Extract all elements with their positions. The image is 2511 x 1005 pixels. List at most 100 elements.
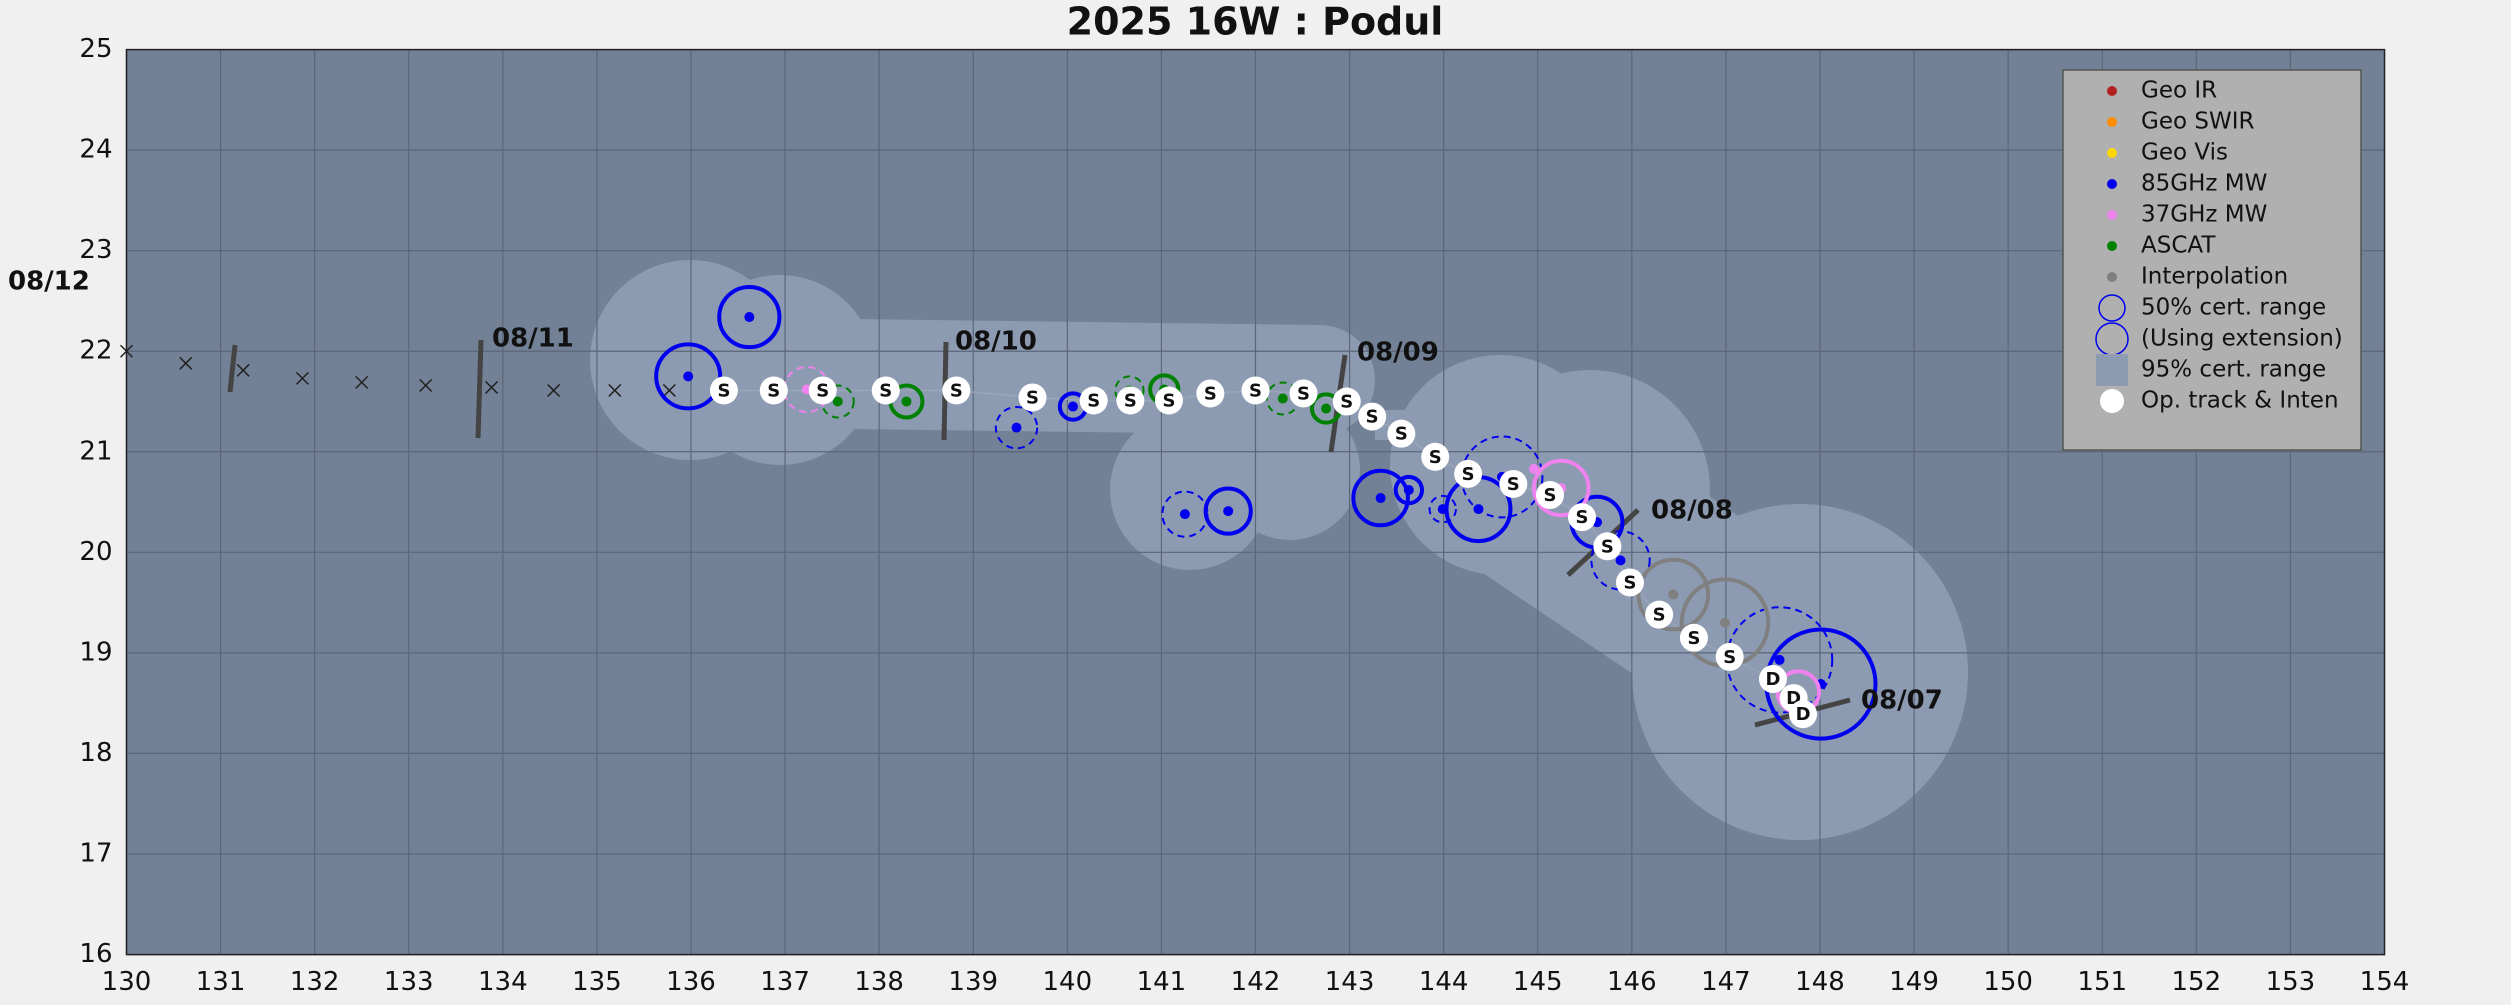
cert-range (1393, 474, 1425, 506)
track-point (1154, 386, 1183, 415)
legend-label: 50% cert. range (2141, 295, 2326, 321)
track-point (808, 376, 837, 405)
intensity-label: S (1366, 407, 1379, 428)
cert-range (1590, 530, 1651, 591)
x-tick-label: 133 (384, 967, 434, 997)
x-tick-label: 144 (1419, 967, 1469, 997)
cert-range (1114, 375, 1145, 406)
track-point (942, 376, 971, 405)
track-point (1018, 383, 1047, 412)
legend-label: ASCAT (2141, 233, 2216, 259)
legend-marker (2098, 294, 2126, 322)
date-bar (227, 344, 238, 393)
forecast-point (295, 371, 309, 385)
intensity-label: S (1462, 464, 1475, 485)
x-tick-label: 153 (2266, 967, 2316, 997)
legend-marker (2107, 210, 2117, 220)
legend-marker (2107, 241, 2117, 251)
fix-point (1668, 589, 1679, 600)
legend (2062, 69, 2362, 451)
forecast-point (547, 383, 561, 397)
track-point (1289, 379, 1318, 408)
track-point (1715, 642, 1744, 671)
fix-point (1067, 401, 1078, 412)
intensity-label: D (1796, 704, 1811, 725)
track-point (1758, 665, 1787, 694)
y-tick-label: 16 (79, 939, 112, 969)
x-tick-label: 139 (948, 967, 998, 997)
track-point (1332, 387, 1361, 416)
intensity-label: S (950, 380, 963, 401)
x-tick-label: 136 (666, 967, 716, 997)
intensity-label: S (1575, 507, 1588, 528)
x-tick-label: 150 (1983, 967, 2033, 997)
forecast-point (236, 363, 250, 377)
cert-range (1428, 494, 1457, 524)
plot-frame (125, 48, 2386, 956)
y-tick-label: 24 (79, 135, 112, 165)
legend-label: 37GHz MW (2141, 202, 2267, 228)
intensity-label: S (1249, 380, 1262, 401)
x-tick-label: 147 (1701, 967, 1751, 997)
track-point (1079, 386, 1108, 415)
fix-point (1321, 403, 1332, 414)
y-tick-label: 18 (79, 738, 112, 768)
x-tick-label: 140 (1043, 967, 1093, 997)
cert-range (1203, 486, 1253, 536)
cert-range (1351, 468, 1410, 528)
intensity-label: S (1543, 485, 1556, 506)
intensity-label: S (1507, 474, 1520, 495)
legend-label: Geo SWIR (2141, 109, 2254, 135)
track-point (1358, 402, 1387, 431)
cert-range (994, 405, 1039, 450)
intensity-label: S (1429, 447, 1442, 468)
forecast-point (662, 383, 676, 397)
track-point (1241, 376, 1270, 405)
y-tick-label: 20 (79, 537, 112, 567)
x-tick-label: 151 (2077, 967, 2127, 997)
legend-label: Geo IR (2141, 78, 2217, 104)
y-tick-label: 23 (79, 235, 112, 265)
intensity-label: S (1601, 536, 1614, 557)
cert-range (1636, 557, 1711, 632)
track-point (1679, 623, 1708, 652)
date-label: 08/12 (8, 267, 90, 297)
track-point (1499, 469, 1528, 498)
x-tick-label: 146 (1607, 967, 1657, 997)
track-point (1116, 386, 1145, 415)
x-tick-label: 149 (1889, 967, 1939, 997)
track-line (723, 389, 1804, 715)
x-tick-label: 142 (1231, 967, 1281, 997)
x-tick-label: 143 (1325, 967, 1375, 997)
track-point (1196, 379, 1225, 408)
date-label: 08/09 (1357, 338, 1439, 368)
y-tick-label: 19 (79, 637, 112, 667)
legend-marker (2096, 354, 2128, 386)
fix-point (832, 396, 843, 407)
intensity-label: S (1723, 647, 1736, 668)
x-tick-label: 148 (1795, 967, 1845, 997)
fix-point (1375, 493, 1386, 504)
fix-point (683, 371, 694, 382)
fix-point (744, 312, 755, 323)
track-point (1593, 532, 1622, 561)
legend-marker (2107, 117, 2117, 127)
forecast-point (485, 380, 499, 394)
legend-marker (2107, 272, 2117, 282)
x-tick-label: 132 (290, 967, 340, 997)
intensity-label: S (1687, 628, 1700, 649)
cert-range (654, 342, 723, 411)
x-tick-label: 152 (2172, 967, 2222, 997)
fix-point (1615, 555, 1626, 566)
date-label: 08/07 (1861, 686, 1943, 716)
track-point (871, 376, 900, 405)
chart-title: 2025 16W : Podul (1067, 0, 1444, 44)
x-tick-label: 130 (102, 967, 152, 997)
intensity-label: S (1653, 605, 1666, 626)
intensity-label: S (1162, 391, 1175, 412)
track-point (1387, 419, 1416, 448)
track-point (759, 376, 788, 405)
legend-marker (2100, 389, 2124, 413)
intensity-label: S (1623, 572, 1636, 593)
